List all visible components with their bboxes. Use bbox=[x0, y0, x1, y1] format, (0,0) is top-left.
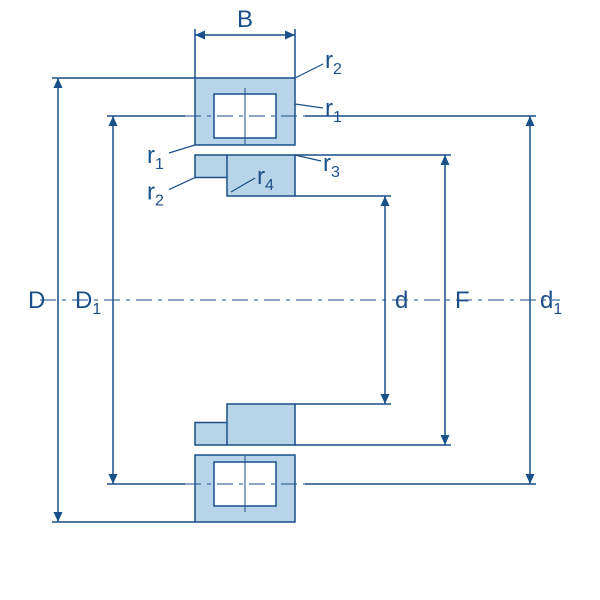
svg-text:r1: r1 bbox=[325, 95, 342, 126]
svg-text:r2: r2 bbox=[147, 179, 164, 210]
svg-text:d1: d1 bbox=[540, 287, 562, 318]
svg-text:D: D bbox=[28, 287, 45, 314]
svg-text:d: d bbox=[395, 287, 408, 314]
svg-text:B: B bbox=[237, 6, 253, 33]
svg-text:D1: D1 bbox=[75, 287, 101, 318]
bearing-cross-section-diagram: DD1dFd1Br2r1r1r2r3r4 bbox=[0, 0, 600, 600]
svg-text:F: F bbox=[455, 287, 470, 314]
svg-text:r2: r2 bbox=[325, 47, 342, 78]
svg-text:r1: r1 bbox=[147, 142, 164, 173]
